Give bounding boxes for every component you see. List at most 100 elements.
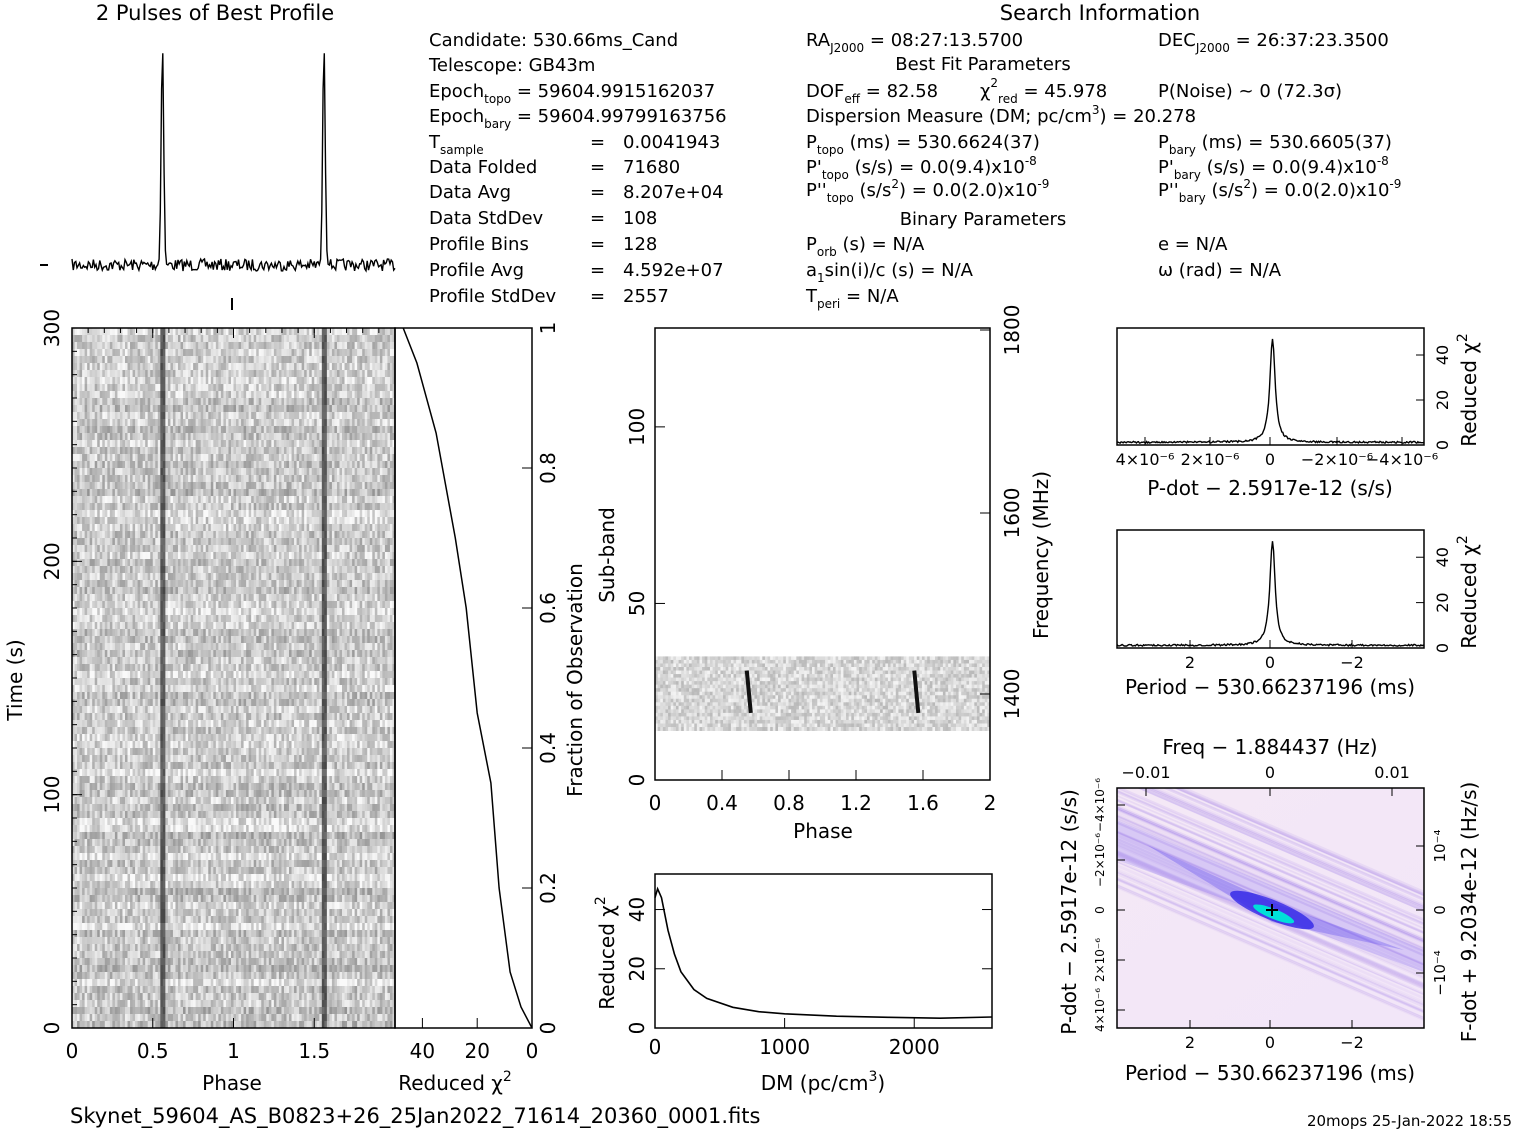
tp-cell — [198, 475, 202, 483]
tp-cell — [326, 405, 330, 413]
tp-cell — [304, 545, 308, 553]
tp-cell — [220, 594, 224, 602]
tp-cell — [233, 433, 237, 441]
tp-cell — [183, 545, 186, 553]
tp-cell — [291, 433, 295, 441]
tp-cell — [294, 363, 297, 371]
tp-cell — [319, 405, 323, 413]
tp-cell — [210, 370, 214, 378]
tp-cell — [336, 342, 340, 350]
tp-cell — [372, 447, 376, 455]
tp-cell — [205, 440, 209, 448]
tp-cell — [263, 447, 267, 455]
tp-cell — [137, 391, 141, 399]
tp-cell — [135, 510, 139, 518]
tp-cell — [273, 517, 277, 525]
tp-cell — [354, 531, 358, 539]
cand-eq: = — [590, 182, 605, 203]
tp-cell — [377, 433, 381, 441]
tp-cell — [354, 510, 358, 518]
tp-cell — [152, 475, 156, 483]
tp-cell — [334, 440, 338, 448]
tp-cell — [354, 349, 358, 357]
tp-cell — [203, 475, 207, 483]
tp-cell — [109, 475, 113, 483]
tp-cell — [281, 426, 285, 434]
tp-cell — [387, 377, 391, 385]
tp-cell — [99, 559, 103, 567]
tp-cell — [79, 349, 83, 357]
tp-cell — [99, 461, 103, 469]
tp-cell — [223, 405, 227, 413]
tp-cell — [208, 517, 212, 525]
tp-cell — [281, 552, 285, 560]
tp-cell — [203, 510, 207, 518]
tp-cell — [342, 356, 345, 364]
tp-cell — [119, 461, 123, 469]
tp-cell — [127, 552, 131, 560]
tp-cell — [165, 384, 169, 392]
tp-cell — [344, 370, 348, 378]
tp-cell — [94, 377, 98, 385]
tp-cell — [372, 573, 376, 581]
tp-cell — [342, 391, 345, 399]
tp-cell — [291, 328, 295, 336]
tp-cell — [220, 468, 224, 476]
tp-cell — [82, 580, 86, 588]
tp-cell — [349, 419, 353, 427]
tp-cell — [155, 356, 159, 364]
tp-cell — [114, 475, 118, 483]
tp-cell — [379, 433, 383, 441]
tp-cell — [132, 377, 136, 385]
tp-cell — [236, 440, 239, 448]
tp-cell — [309, 328, 313, 336]
tp-cell — [94, 475, 98, 483]
tp-cell — [283, 384, 287, 392]
tp-cell — [374, 328, 378, 336]
tp-cell — [306, 328, 310, 336]
tp-cell — [155, 510, 159, 518]
tp-cell — [147, 552, 151, 560]
tp-cell — [304, 461, 308, 469]
tp-cell — [273, 524, 277, 532]
tp-cell — [246, 377, 250, 385]
tp-cell — [99, 496, 103, 504]
tp-cell — [299, 517, 303, 525]
tp-cell — [294, 510, 297, 518]
tp-cell — [130, 594, 133, 602]
tp-cell — [160, 538, 164, 546]
tp-cell — [172, 342, 176, 350]
tp-cell — [349, 370, 353, 378]
tp-cell — [230, 489, 234, 497]
tp-cell — [266, 363, 270, 371]
tp-cell — [94, 580, 98, 588]
tp-cell — [331, 419, 335, 427]
tp-cell — [82, 538, 86, 546]
tp-cell — [258, 377, 262, 385]
tp-cell — [266, 412, 270, 420]
tp-cell — [119, 384, 123, 392]
tp-cell — [127, 412, 131, 420]
tp-cell — [180, 503, 184, 511]
tp-cell — [374, 503, 378, 511]
tp-cell — [349, 433, 353, 441]
tp-cell — [112, 426, 116, 434]
tp-cell — [130, 440, 133, 448]
tp-cell — [276, 412, 280, 420]
tp-cell — [77, 356, 80, 364]
tp-cell — [321, 419, 325, 427]
tp-cell — [331, 349, 335, 357]
tp-cell — [241, 510, 244, 518]
tp-cell — [77, 335, 80, 343]
tp-cell — [228, 482, 232, 490]
tp-cell — [326, 363, 330, 371]
tp-cell — [145, 356, 149, 364]
tp-cell — [162, 433, 166, 441]
tp-cell — [387, 426, 391, 434]
tp-cell — [170, 573, 174, 581]
tp-cell — [84, 566, 88, 574]
tp-cell — [374, 363, 378, 371]
tp-cell — [124, 545, 128, 553]
tp-cell — [147, 384, 151, 392]
